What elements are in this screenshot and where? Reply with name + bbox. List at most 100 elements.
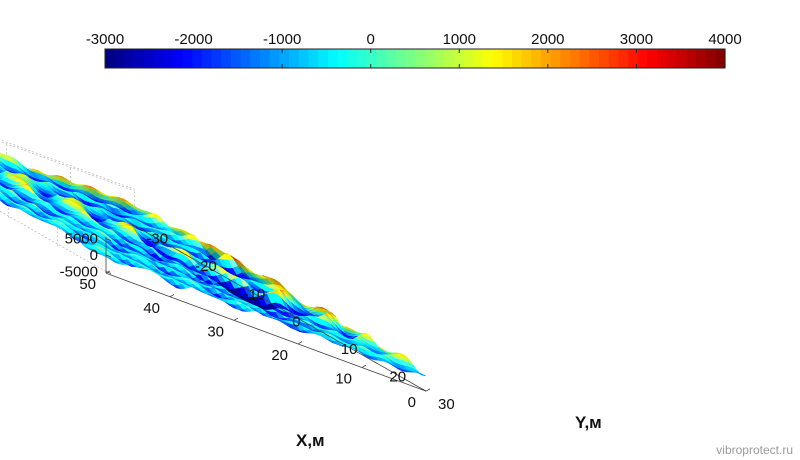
y-tick-label: 20 [389,369,406,386]
y-tick-mark [373,360,378,364]
colorbar-cell [695,49,707,68]
colorbar-cell [502,49,513,68]
colorbar-cell [415,49,426,68]
colorbar-cell [637,49,649,68]
surface-patch [0,195,5,201]
x-tick-label: 10 [335,371,352,388]
x-axis-label: X,м [296,431,325,450]
z-tick-label: 5000 [65,231,98,248]
colorbar-cell [715,49,726,68]
y-tick-label: 0 [292,313,300,330]
y-tick-label: -30 [146,231,168,248]
colorbar-cell [192,49,203,68]
colorbar-cell [492,49,503,68]
colorbar-tick-label: 3000 [620,31,653,48]
colorbar-cell [473,49,484,68]
colorbar-cell [347,49,358,68]
colorbar-cell [405,49,416,68]
colorbar-cell [337,49,348,68]
colorbar-cell [298,49,310,68]
colorbar-tick-label: -3000 [86,31,124,48]
colorbar-cell [385,49,397,68]
colorbar-cell [705,49,716,68]
colorbar-cell [124,49,135,68]
colorbar-cell [289,49,300,68]
colorbar-cell [163,49,174,68]
colorbar-cell [424,49,435,68]
colorbar-cell [221,49,232,68]
colorbar-cell [666,49,678,68]
colorbar-cell [308,49,319,68]
colorbar-cell [250,49,261,68]
colorbar-tick-label: -1000 [263,31,301,48]
colorbar-cell [114,49,125,68]
colorbar-cell [676,49,687,68]
colorbar-cell [153,49,164,68]
colorbar-cell [395,49,406,68]
colorbar-cell [376,49,387,68]
colorbar-cell [657,49,668,68]
colorbar-tick-label: 0 [367,31,375,48]
colorbar-cell [686,49,697,68]
colorbar-cell [453,49,465,68]
colorbar-cell [182,49,193,68]
colorbar-cell [511,49,523,68]
colorbar-cell [318,49,329,68]
y-tick-label: -10 [244,286,266,303]
surface-plot [0,152,427,377]
colorbar-cell [521,49,532,68]
colorbar: -3000 -2000 -1000 0 1000 2000 3000 4000 [86,31,742,69]
colorbar-cell [531,49,542,68]
watermark: vibroprotect.ru [716,443,793,457]
colorbar-cell [105,49,116,68]
colorbar-tick-label: 1000 [443,31,476,48]
colorbar-cell [434,49,445,68]
x-tick-label: 0 [408,394,416,411]
colorbar-cell [279,49,290,68]
x-tick-label: 50 [79,276,96,293]
colorbar-cell [230,49,242,68]
x-tick-mark [233,317,239,321]
grid-line [0,140,135,192]
colorbar-cell [482,49,494,68]
colorbar-cell [560,49,571,68]
colorbar-cell [608,49,620,68]
y-tick-label: 10 [341,341,358,358]
colorbar-cell [463,49,474,68]
x-tick-mark [169,294,175,298]
colorbar-cell [172,49,184,68]
colorbar-cell [589,49,600,68]
colorbar-frame [104,48,726,69]
colorbar-tick-label: -2000 [174,31,212,48]
colorbar-cell [540,49,552,68]
axes-edge [0,139,135,190]
colorbar-cell [327,49,339,68]
colorbar-cell [269,49,280,68]
colorbar-cell [550,49,561,68]
x-tick-mark [425,388,431,392]
x-tick-label: 40 [143,300,160,317]
colorbar-cell [444,49,455,68]
colorbar-cell [240,49,251,68]
y-tick-label: -20 [195,258,217,275]
colorbar-cell [260,49,271,68]
colorbar-cell [366,49,377,68]
colorbar-tick-label: 4000 [708,31,741,48]
colorbar-cell [134,49,145,68]
colorbar-cell [647,49,658,68]
y-tick-label: 30 [438,396,455,413]
colorbar-cell [570,49,581,68]
colorbar-cell [356,49,368,68]
colorbar-tick-label: 2000 [531,31,564,48]
colorbar-cell [618,49,629,68]
x-tick-mark [361,364,367,368]
x-tick-mark [297,341,303,345]
x-tick-label: 30 [207,323,224,340]
colorbar-cell [143,49,155,68]
colorbar-cell [599,49,610,68]
x-tick-label: 20 [271,347,288,364]
surface-patch [0,175,5,178]
z-tick-label: 0 [90,247,98,264]
colorbar-cell [628,49,639,68]
